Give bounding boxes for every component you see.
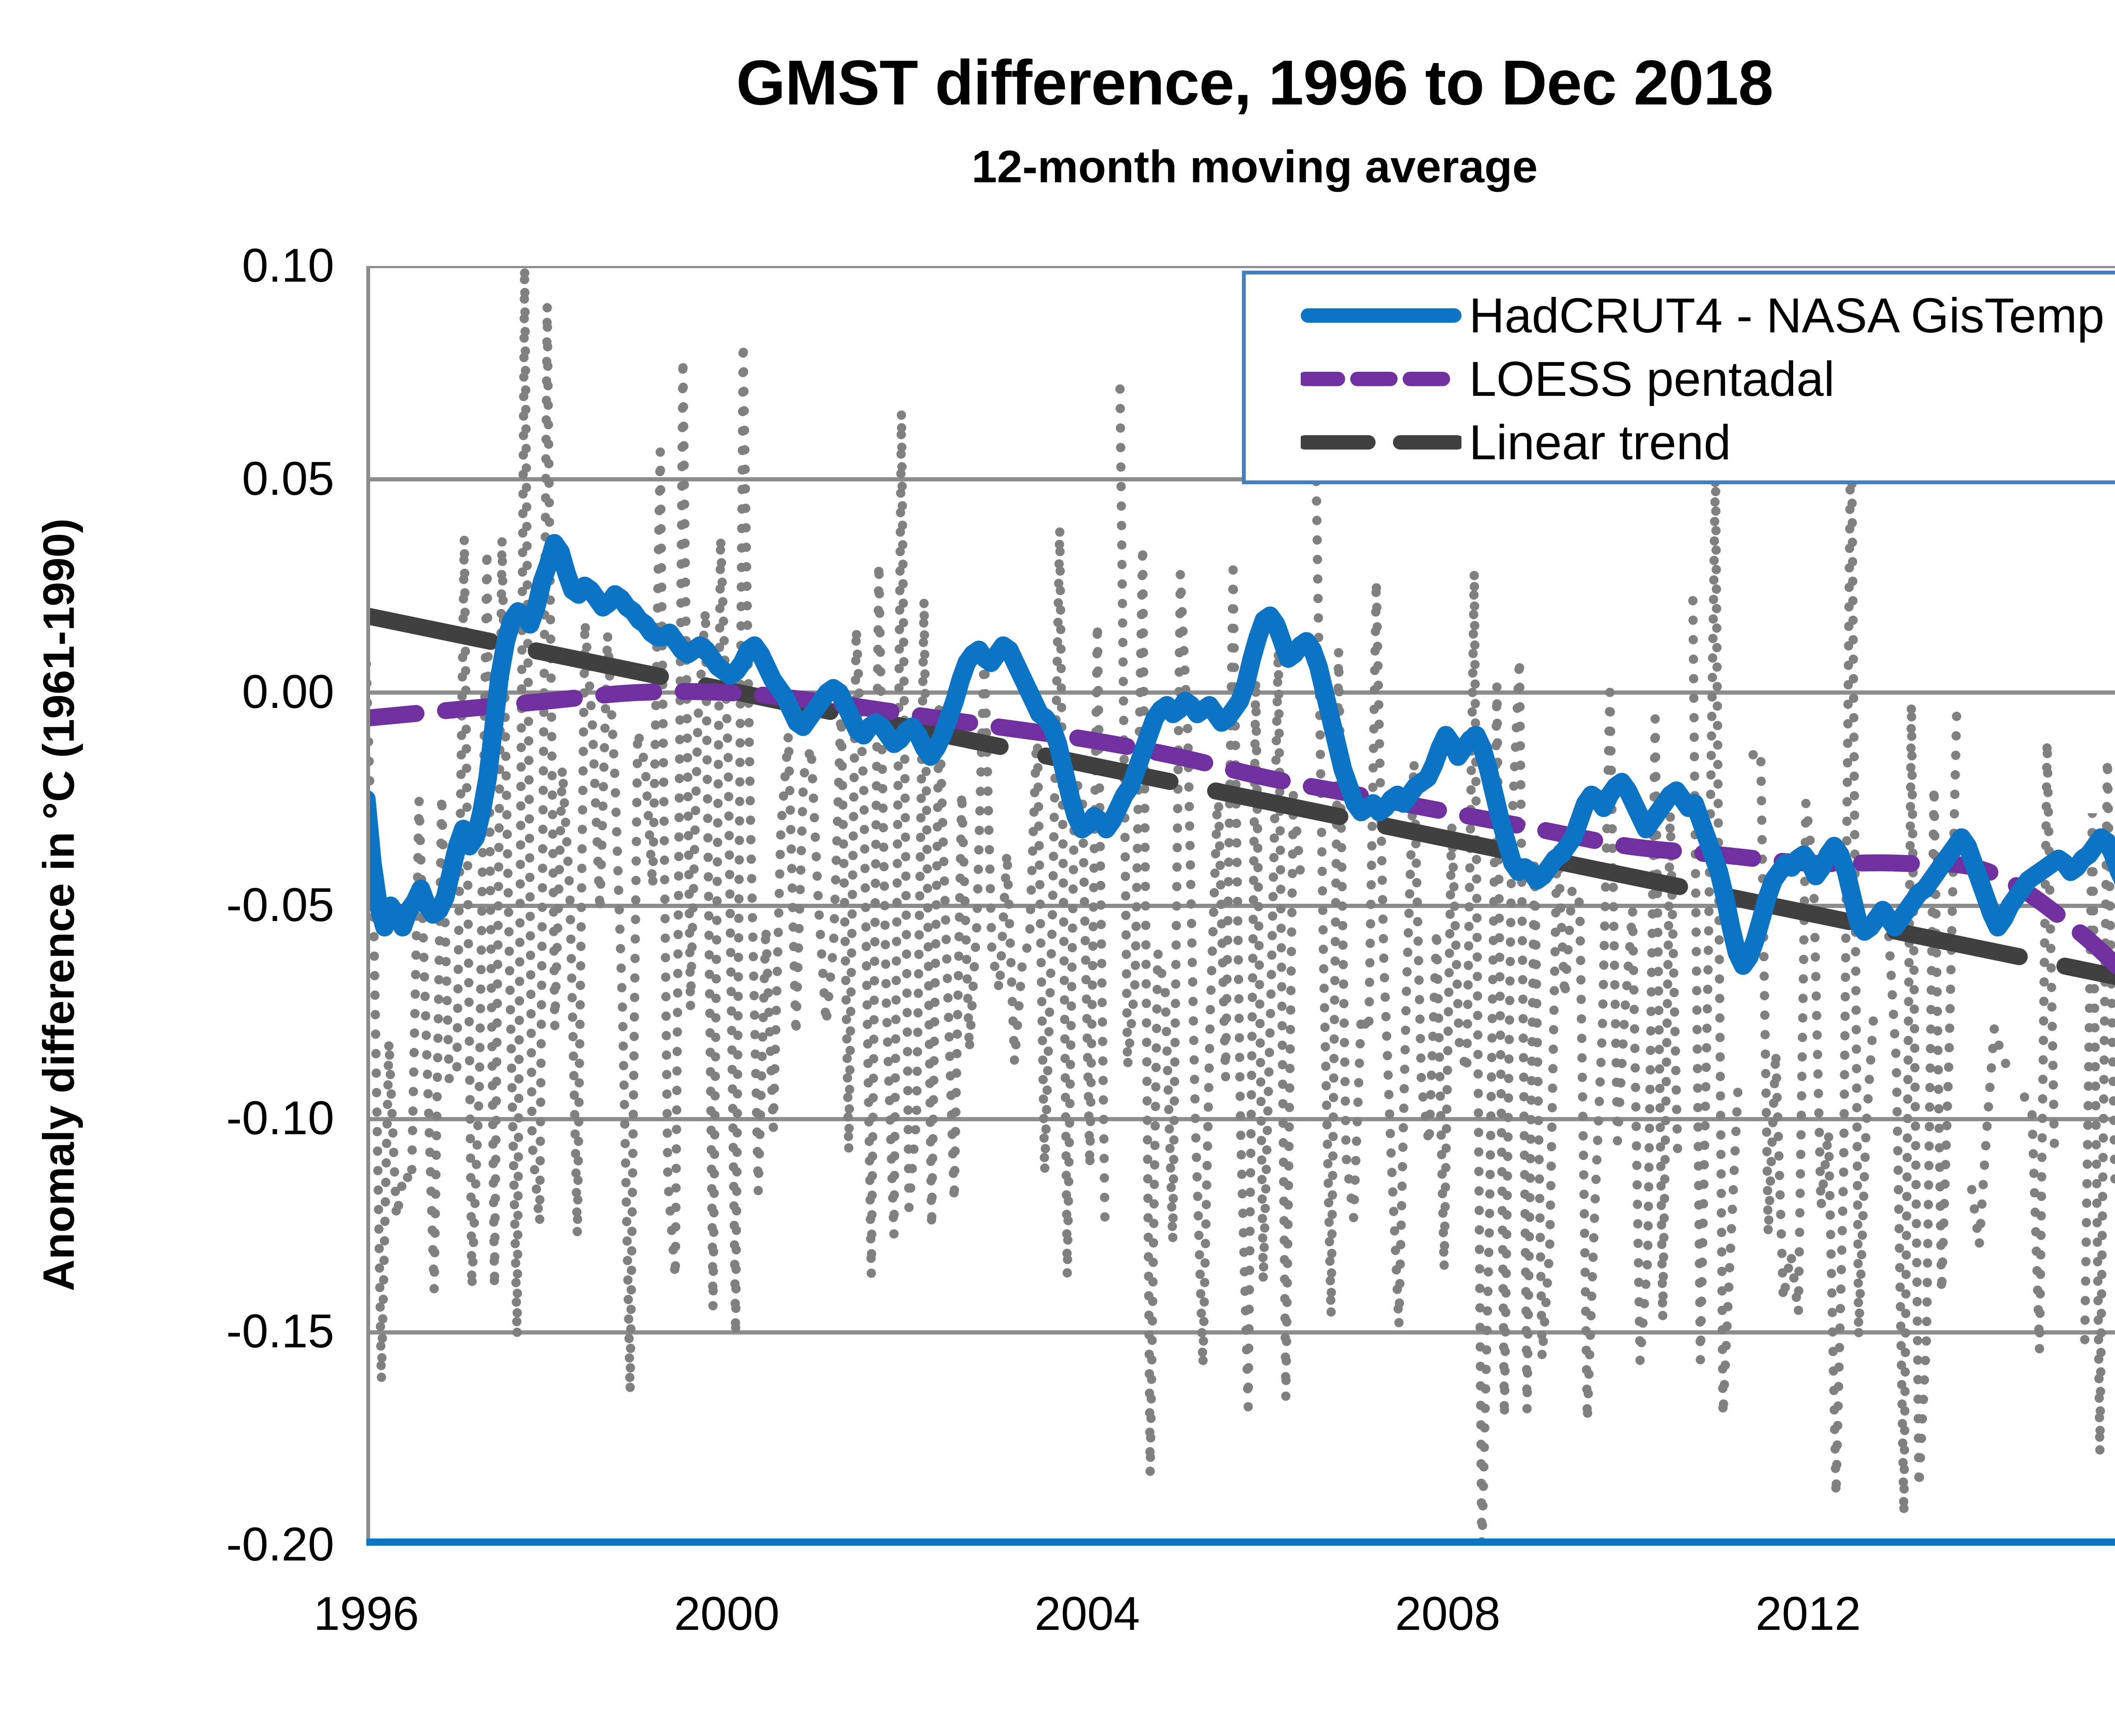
y-tick-label: -0.05 (226, 878, 334, 931)
x-tick-label: 2012 (1755, 1587, 1861, 1640)
chart-legend[interactable]: HadCRUT4 - NASA GisTemp LOESS pentadal L… (1242, 271, 2115, 484)
legend-dash-gray-svg (1298, 435, 1464, 450)
x-tick-label: 2000 (674, 1587, 780, 1640)
legend-swatch-dashed-purple (1298, 347, 1464, 411)
y-tick-label: -0.15 (226, 1305, 334, 1358)
y-tick-label: 0.10 (242, 239, 334, 292)
legend-item-hadcrut4[interactable]: HadCRUT4 - NASA GisTemp (1246, 284, 2115, 347)
legend-item-linear-trend[interactable]: Linear trend (1246, 411, 2115, 474)
legend-item-loess[interactable]: LOESS pentadal (1246, 347, 2115, 411)
y-tick-label: 0.05 (242, 452, 334, 505)
y-tick-label: -0.10 (226, 1092, 334, 1144)
legend-label: HadCRUT4 - NASA GisTemp (1469, 288, 2104, 343)
x-tick-label: 1996 (313, 1587, 419, 1640)
y-tick-label: -0.20 (226, 1518, 334, 1571)
legend-label: LOESS pentadal (1469, 351, 1835, 406)
y-axis-tick-labels: 0.10 0.05 0.00 -0.05 -0.10 -0.15 -0.20 (72, 0, 334, 1736)
y-tick-label: 0.00 (242, 665, 334, 718)
series-loess-pentadal (366, 683, 2115, 976)
legend-swatch-solid-line (1301, 284, 1461, 347)
x-tick-label: 2008 (1395, 1587, 1501, 1640)
legend-dash-purple-svg (1298, 372, 1464, 386)
series-hadcrut4-nasa-gistemp (366, 534, 2115, 975)
plot-svg (366, 266, 2115, 1546)
x-tick-label: 2004 (1034, 1587, 1140, 1640)
chart-title: GMST difference, 1996 to Dec 2018 (736, 47, 1773, 118)
legend-label: Linear trend (1469, 415, 1731, 470)
chart-subtitle: 12-month moving average (971, 141, 1538, 192)
x-axis-tick-labels: 199620002004200820122016 (0, 1590, 2115, 1675)
legend-swatch-dashed-gray (1298, 411, 1464, 474)
plot-area (366, 266, 2115, 1546)
